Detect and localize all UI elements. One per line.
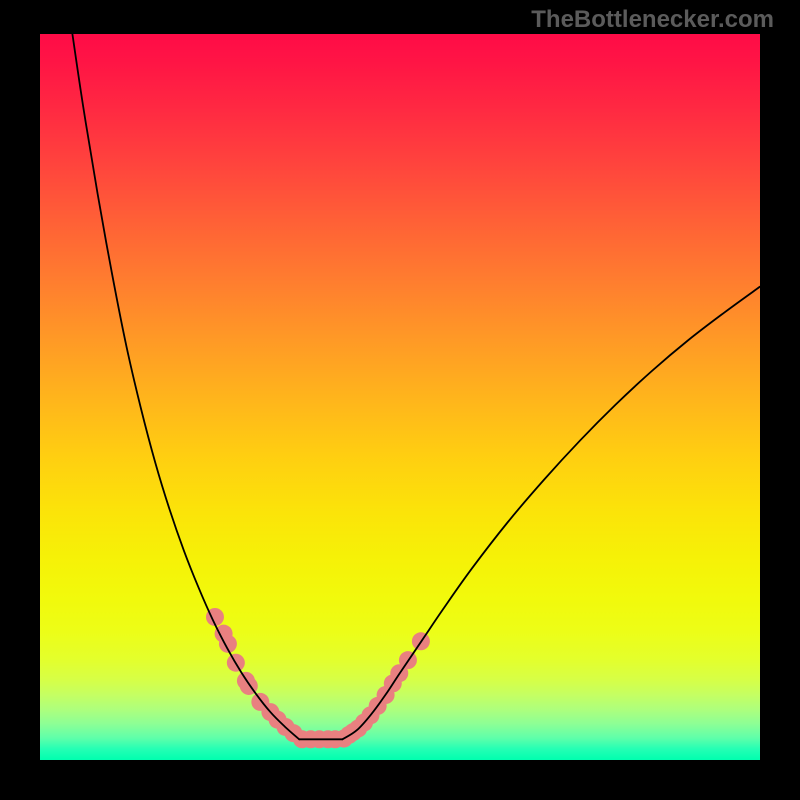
left-branch-markers xyxy=(206,608,344,748)
left-curve xyxy=(72,34,299,739)
curve-layer xyxy=(40,34,760,760)
plot-area xyxy=(40,34,760,760)
chart-stage: TheBottlenecker.com xyxy=(0,0,800,800)
watermark-text: TheBottlenecker.com xyxy=(531,6,774,34)
